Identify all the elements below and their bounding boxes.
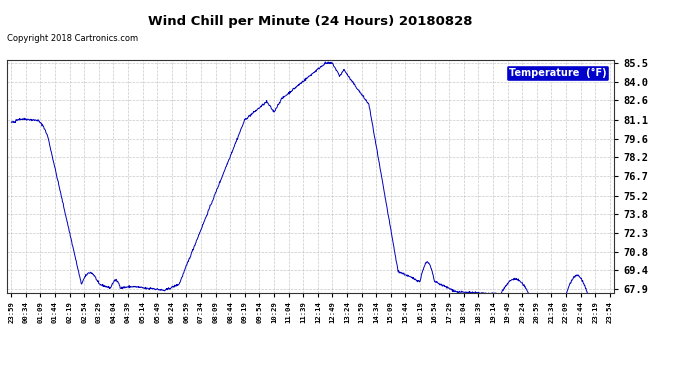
Text: Copyright 2018 Cartronics.com: Copyright 2018 Cartronics.com: [7, 34, 138, 43]
Text: Wind Chill per Minute (24 Hours) 20180828: Wind Chill per Minute (24 Hours) 2018082…: [148, 15, 473, 28]
Legend: Temperature  (°F): Temperature (°F): [506, 65, 609, 81]
